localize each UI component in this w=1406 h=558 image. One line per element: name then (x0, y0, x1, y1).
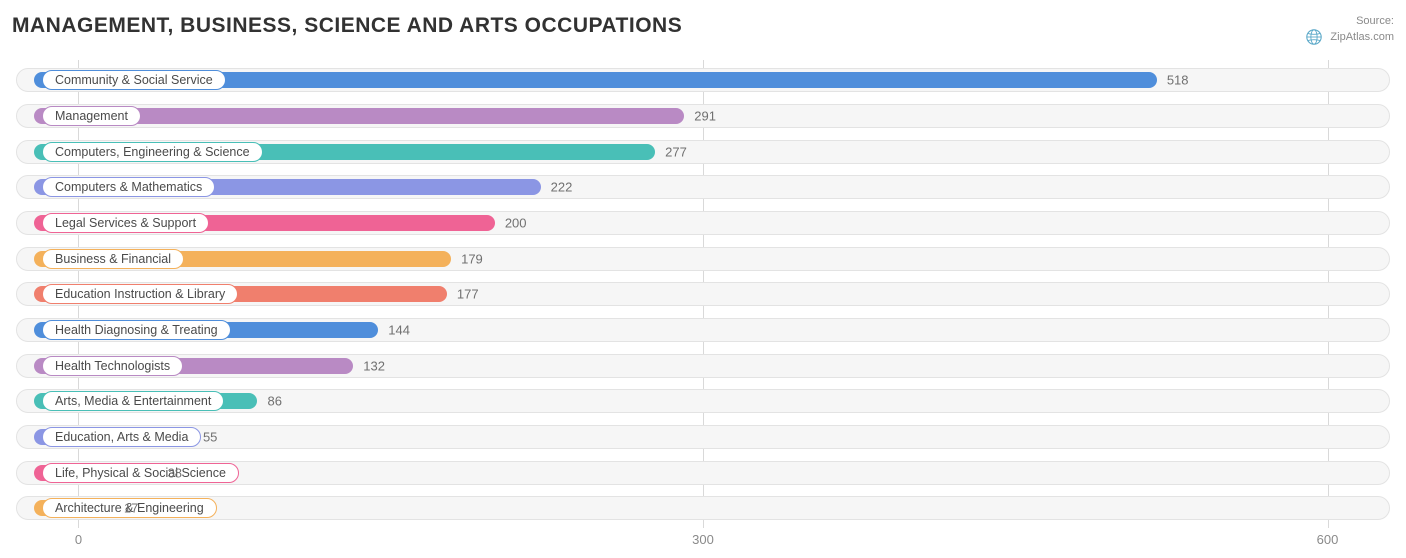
source-logo-wrap: ZipAtlas.com (1305, 31, 1394, 43)
chart-plot: Community & Social Service 518 Management 2… (12, 60, 1394, 528)
bar-label: Computers & Mathematics (42, 177, 215, 197)
chart-xaxis: 0 300 600 (12, 532, 1394, 552)
globe-icon (1305, 28, 1323, 46)
bar-label: Computers, Engineering & Science (42, 142, 263, 162)
bar-value: 38 (168, 465, 182, 480)
bar-value: 86 (267, 394, 281, 409)
bar-row: Legal Services & Support 200 (12, 209, 1394, 237)
bar-label: Life, Physical & Social Science (42, 463, 239, 483)
bar-track (16, 496, 1390, 520)
bar-row: Education Instruction & Library 177 (12, 280, 1394, 308)
bar-value: 55 (203, 430, 217, 445)
bar-row: Business & Financial 179 (12, 245, 1394, 273)
bar-label: Legal Services & Support (42, 213, 209, 233)
xaxis-tick: 0 (75, 532, 82, 547)
bar-label: Education, Arts & Media (42, 427, 201, 447)
source-name: ZipAtlas.com (1330, 30, 1394, 44)
xaxis-tick: 300 (692, 532, 714, 547)
bar-row: Computers & Mathematics 222 (12, 173, 1394, 201)
bar-value: 144 (388, 322, 410, 337)
chart-area: Community & Social Service 518 Management 2… (12, 60, 1394, 552)
bar-value: 222 (551, 180, 573, 195)
bar-value: 200 (505, 215, 527, 230)
bar-label: Management (42, 106, 141, 126)
bar-value: 277 (665, 144, 687, 159)
bar-value: 518 (1167, 73, 1189, 88)
bar-row: Management 291 (12, 102, 1394, 130)
source-label: Source: (1305, 14, 1394, 28)
bar-row: Life, Physical & Social Science38 (12, 459, 1394, 487)
bar-value: 17 (124, 501, 138, 516)
chart-source: Source: ZipAtlas.com (1305, 14, 1394, 46)
bar-label: Health Diagnosing & Treating (42, 320, 231, 340)
chart-bars: Community & Social Service 518 Management 2… (12, 60, 1394, 528)
bar-row: Architecture & Engineering17 (12, 494, 1394, 522)
bar-value: 291 (694, 108, 716, 123)
bar-value: 179 (461, 251, 483, 266)
bar-value: 132 (363, 358, 385, 373)
bar-row: Community & Social Service 518 (12, 66, 1394, 94)
bar-label: Community & Social Service (42, 70, 226, 90)
bar-label: Education Instruction & Library (42, 284, 238, 304)
bar-value: 177 (457, 287, 479, 302)
chart-header: MANAGEMENT, BUSINESS, SCIENCE AND ARTS O… (12, 14, 1394, 46)
bar-track (16, 425, 1390, 449)
bar-label: Arts, Media & Entertainment (42, 391, 224, 411)
bar-row: Health Diagnosing & Treating 144 (12, 316, 1394, 344)
bar-label: Health Technologists (42, 356, 183, 376)
bar-label: Business & Financial (42, 249, 184, 269)
bar-row: Arts, Media & Entertainment 86 (12, 387, 1394, 415)
bar-row: Education, Arts & Media55 (12, 423, 1394, 451)
bar-row: Computers, Engineering & Science 277 (12, 138, 1394, 166)
bar-row: Health Technologists 132 (12, 352, 1394, 380)
xaxis-tick: 600 (1317, 532, 1339, 547)
chart-title: MANAGEMENT, BUSINESS, SCIENCE AND ARTS O… (12, 14, 682, 38)
